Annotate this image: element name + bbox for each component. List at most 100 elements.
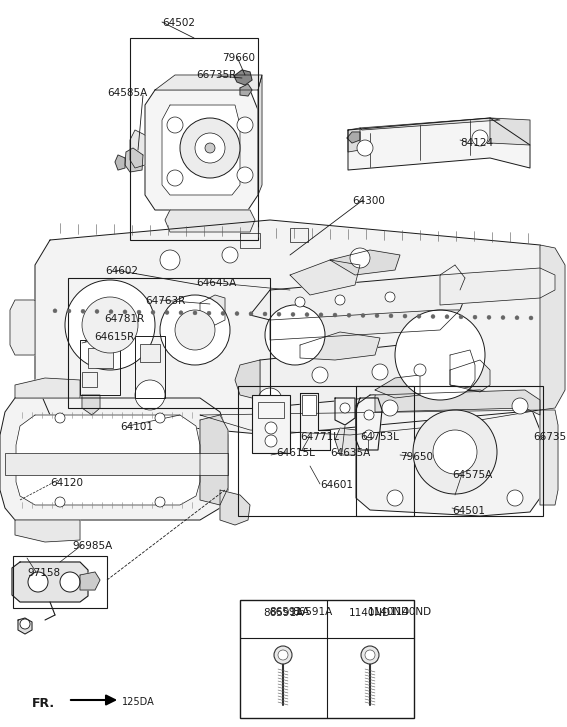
Polygon shape: [250, 275, 470, 320]
Circle shape: [319, 313, 323, 317]
Circle shape: [221, 311, 225, 316]
Bar: [135, 336, 165, 398]
Text: 64585A: 64585A: [107, 88, 147, 98]
Polygon shape: [130, 130, 145, 168]
Circle shape: [67, 309, 71, 313]
Text: 64753L: 64753L: [360, 432, 399, 442]
Polygon shape: [540, 410, 558, 505]
Circle shape: [335, 295, 345, 305]
Circle shape: [81, 309, 85, 313]
Circle shape: [372, 364, 388, 380]
Polygon shape: [258, 75, 262, 195]
Bar: [13, 556, 107, 608]
Circle shape: [265, 305, 325, 365]
Bar: [252, 395, 290, 453]
Circle shape: [487, 316, 491, 319]
Text: 64635A: 64635A: [330, 448, 370, 458]
Text: 1140ND: 1140ND: [349, 608, 391, 618]
Text: 64120: 64120: [50, 478, 83, 488]
Bar: [290, 228, 308, 242]
Circle shape: [417, 314, 421, 318]
Polygon shape: [360, 118, 500, 130]
Polygon shape: [80, 572, 100, 590]
Circle shape: [305, 313, 309, 316]
Circle shape: [364, 430, 374, 440]
Polygon shape: [0, 398, 228, 520]
Polygon shape: [162, 105, 240, 195]
Circle shape: [350, 248, 370, 268]
Polygon shape: [375, 390, 540, 415]
Text: 64501: 64501: [452, 506, 485, 516]
Polygon shape: [540, 245, 565, 410]
Circle shape: [65, 280, 155, 370]
Circle shape: [222, 247, 238, 263]
Polygon shape: [240, 84, 252, 96]
Text: 86591A: 86591A: [292, 607, 332, 617]
Bar: [140, 344, 160, 362]
Polygon shape: [82, 395, 100, 415]
Polygon shape: [155, 75, 262, 90]
Circle shape: [413, 410, 497, 494]
Text: FR.: FR.: [32, 697, 55, 710]
Circle shape: [263, 312, 267, 316]
Bar: [5, 453, 228, 475]
Circle shape: [433, 430, 477, 474]
Text: 64645A: 64645A: [196, 278, 236, 288]
Circle shape: [109, 310, 113, 313]
Circle shape: [473, 315, 477, 319]
Polygon shape: [234, 70, 252, 85]
Polygon shape: [10, 300, 35, 355]
Bar: [238, 386, 414, 516]
Circle shape: [175, 310, 215, 350]
Polygon shape: [270, 310, 460, 340]
Text: 64502: 64502: [162, 18, 195, 28]
Circle shape: [265, 422, 277, 434]
Polygon shape: [235, 360, 260, 400]
Circle shape: [135, 380, 165, 410]
Circle shape: [312, 367, 328, 383]
Bar: [258, 402, 284, 418]
Polygon shape: [165, 210, 255, 232]
Circle shape: [95, 310, 99, 313]
Circle shape: [151, 310, 155, 314]
Circle shape: [160, 250, 180, 270]
Circle shape: [361, 646, 379, 664]
Polygon shape: [330, 250, 400, 275]
Circle shape: [459, 315, 463, 319]
Text: 64615R: 64615R: [94, 332, 134, 342]
Polygon shape: [200, 415, 228, 505]
Polygon shape: [450, 350, 475, 388]
Text: 64771L: 64771L: [300, 432, 339, 442]
Circle shape: [347, 313, 351, 317]
Circle shape: [382, 400, 398, 416]
Circle shape: [507, 490, 523, 506]
Circle shape: [82, 297, 138, 353]
Bar: [130, 38, 258, 240]
Circle shape: [179, 310, 183, 315]
Circle shape: [295, 297, 305, 307]
Polygon shape: [115, 155, 125, 170]
Circle shape: [445, 315, 449, 318]
Circle shape: [137, 310, 141, 314]
Text: 125DA: 125DA: [122, 697, 155, 707]
Bar: [68, 278, 270, 408]
Text: 84124: 84124: [460, 138, 493, 148]
Text: 79650: 79650: [400, 452, 433, 462]
Bar: [80, 340, 120, 395]
Circle shape: [167, 117, 183, 133]
Bar: [302, 395, 316, 415]
Circle shape: [28, 572, 48, 592]
Circle shape: [207, 311, 211, 315]
Circle shape: [237, 117, 253, 133]
Circle shape: [274, 646, 292, 664]
Circle shape: [265, 435, 277, 447]
Circle shape: [60, 572, 80, 592]
Polygon shape: [15, 378, 80, 398]
Polygon shape: [125, 148, 143, 172]
Circle shape: [160, 295, 230, 365]
Circle shape: [364, 410, 374, 420]
Circle shape: [193, 311, 197, 315]
Circle shape: [249, 312, 253, 316]
Circle shape: [155, 413, 165, 423]
Text: 64615L: 64615L: [276, 448, 315, 458]
